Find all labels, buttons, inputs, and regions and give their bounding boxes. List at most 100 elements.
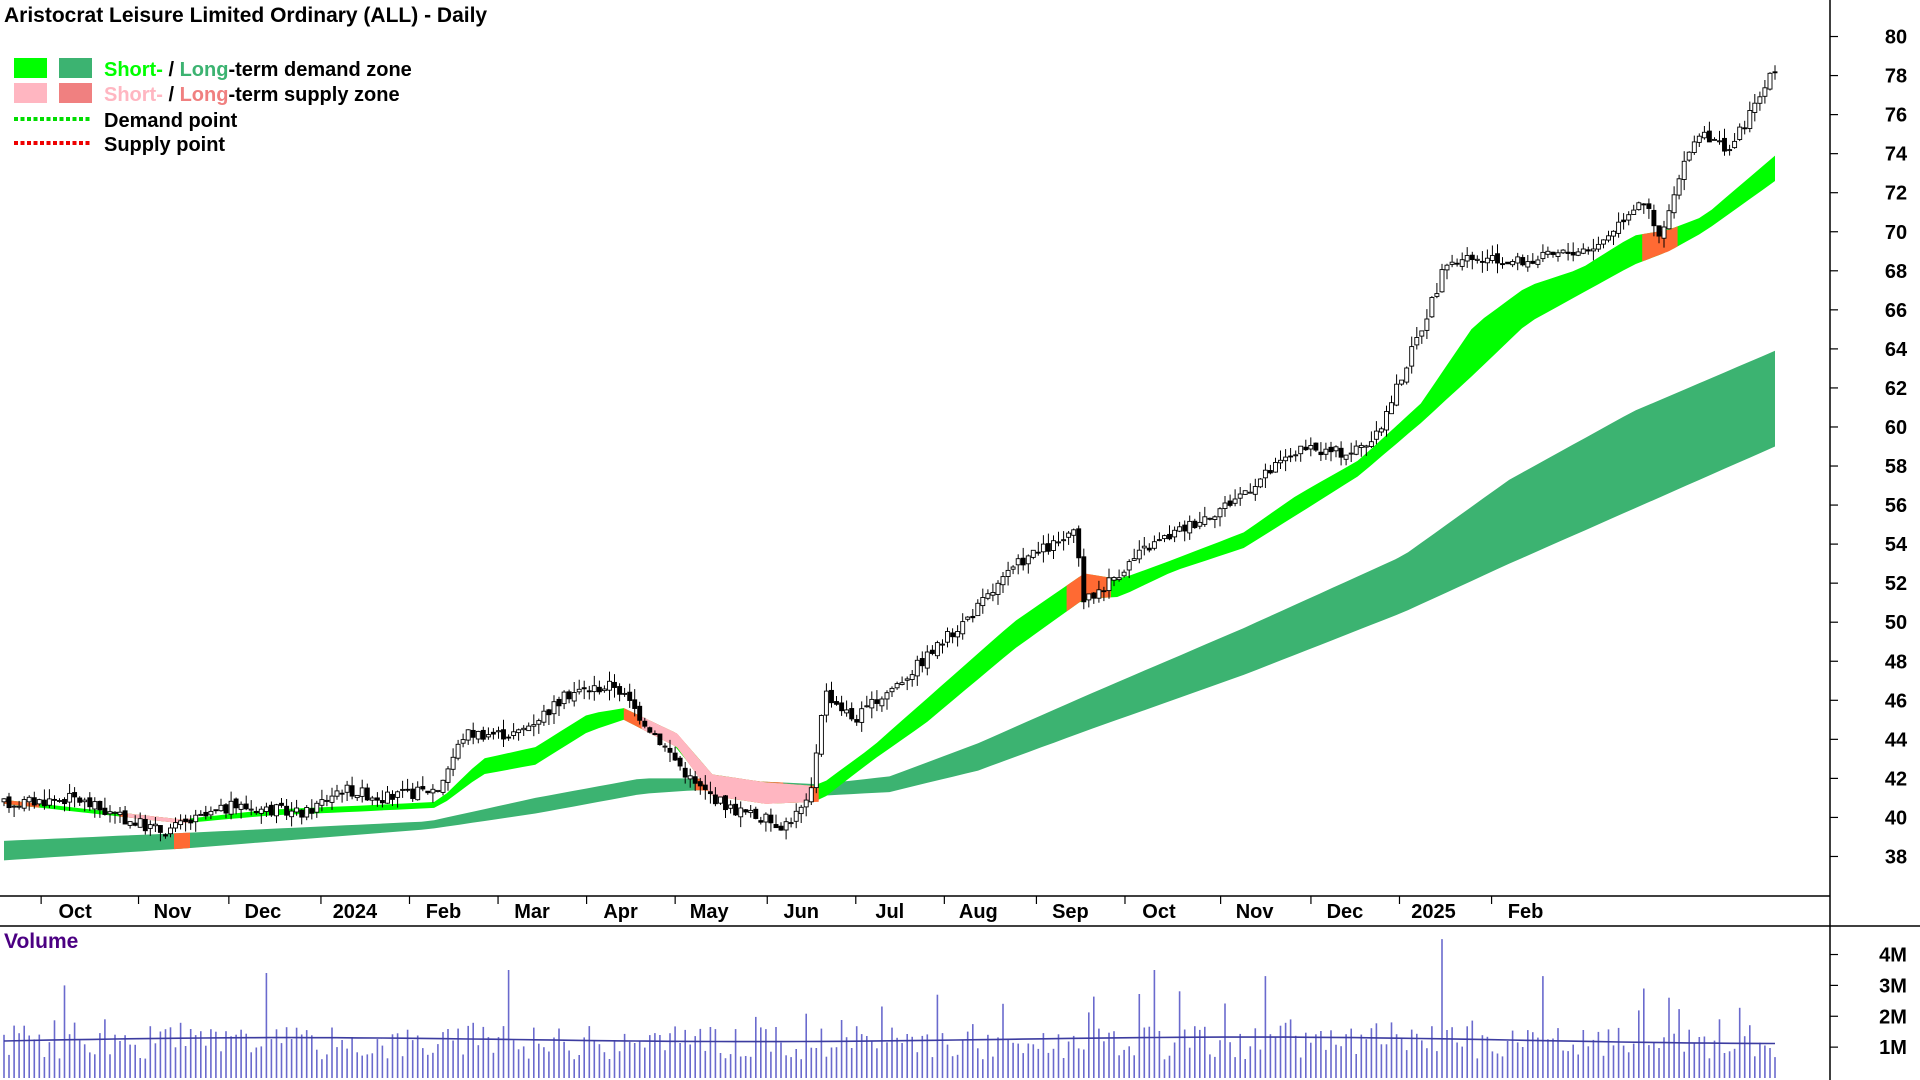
candle-body bbox=[319, 799, 325, 806]
candle-body bbox=[808, 787, 814, 803]
time-tick-label: 2024 bbox=[333, 901, 378, 923]
candle-body bbox=[117, 811, 123, 816]
candle bbox=[274, 803, 279, 824]
candle-body bbox=[1106, 577, 1112, 592]
candle bbox=[1712, 137, 1717, 141]
candle-body bbox=[899, 682, 905, 685]
candle bbox=[1061, 531, 1067, 551]
candle bbox=[869, 691, 875, 719]
candle bbox=[198, 810, 204, 816]
candle-body bbox=[718, 796, 723, 804]
candle bbox=[874, 690, 880, 712]
candle bbox=[687, 768, 693, 788]
candle bbox=[400, 780, 406, 798]
candle-body bbox=[642, 720, 648, 727]
candle bbox=[1535, 255, 1541, 269]
candle-body bbox=[687, 775, 693, 780]
candle bbox=[1202, 506, 1208, 527]
candle-body bbox=[334, 790, 340, 797]
time-tick-label: May bbox=[690, 901, 730, 923]
candle-body bbox=[430, 788, 436, 794]
candle-body bbox=[1449, 261, 1455, 265]
candle-body bbox=[1237, 493, 1243, 499]
candle-body bbox=[410, 788, 416, 799]
candle bbox=[1681, 151, 1687, 191]
candle bbox=[268, 801, 274, 817]
candle bbox=[1500, 257, 1505, 269]
legend-supply-zone: Short- / Long-term supply zone bbox=[104, 84, 400, 106]
candle-body bbox=[1601, 239, 1606, 245]
candle-body bbox=[480, 729, 486, 740]
candle bbox=[657, 733, 663, 746]
candle-body bbox=[440, 779, 446, 793]
time-tick-label: Sep bbox=[1052, 901, 1089, 923]
candle-body bbox=[1590, 248, 1596, 252]
candle bbox=[82, 797, 88, 812]
candle-body bbox=[1071, 529, 1077, 536]
candle bbox=[823, 683, 829, 723]
candle bbox=[173, 817, 178, 832]
legend-demand-short: Short- bbox=[104, 59, 163, 81]
candle bbox=[940, 639, 945, 654]
candle bbox=[919, 651, 925, 673]
candle bbox=[1333, 445, 1339, 458]
candle-body bbox=[1328, 446, 1334, 453]
candle-body bbox=[425, 790, 431, 794]
candle bbox=[203, 805, 209, 820]
candle-body bbox=[622, 692, 628, 695]
candle-body bbox=[238, 803, 244, 810]
candle-body bbox=[965, 616, 971, 620]
candle bbox=[440, 779, 446, 796]
legend-short-demand-swatch bbox=[14, 58, 47, 78]
candle-body bbox=[985, 593, 991, 599]
candle-body bbox=[834, 701, 839, 705]
time-tick-label: Dec bbox=[1327, 901, 1364, 923]
candle bbox=[1384, 405, 1389, 437]
candle bbox=[1666, 204, 1672, 230]
candle bbox=[485, 727, 491, 740]
candle-body bbox=[6, 796, 12, 809]
candle-body bbox=[1646, 203, 1652, 209]
candle bbox=[960, 613, 966, 640]
volume-tick-label: 2M bbox=[1879, 1006, 1907, 1028]
candle bbox=[1227, 494, 1233, 508]
candle bbox=[1207, 517, 1213, 521]
legend-demand-zone: Short- / Long-term demand zone bbox=[104, 59, 412, 81]
candle-body bbox=[26, 796, 32, 803]
candle bbox=[289, 802, 295, 827]
price-tick-label: 42 bbox=[1885, 768, 1907, 790]
candle-body bbox=[31, 797, 37, 806]
candle bbox=[299, 809, 305, 825]
candle bbox=[844, 700, 850, 717]
price-tick-label: 48 bbox=[1885, 651, 1907, 673]
candle bbox=[455, 739, 461, 761]
candle bbox=[501, 719, 506, 747]
short-term-supply-segment bbox=[1642, 226, 1678, 262]
candle bbox=[581, 680, 587, 700]
price-tick-label: 38 bbox=[1885, 846, 1907, 868]
candle-body bbox=[1469, 254, 1475, 261]
candle bbox=[662, 743, 668, 752]
price-tick-label: 50 bbox=[1885, 612, 1907, 634]
candle-body bbox=[1076, 528, 1082, 559]
candle-body bbox=[87, 797, 93, 808]
volume-axis: 1M 2M 3M 4M bbox=[1830, 945, 1907, 1059]
candle-body bbox=[208, 810, 214, 816]
candle-body bbox=[813, 752, 819, 789]
candle bbox=[263, 802, 269, 817]
candle-body bbox=[1712, 138, 1717, 141]
candle-body bbox=[1283, 456, 1289, 462]
candle-body bbox=[1474, 258, 1480, 261]
candle-body bbox=[1197, 521, 1203, 527]
candle-body bbox=[793, 810, 799, 822]
candle bbox=[1237, 487, 1243, 506]
candle bbox=[1343, 454, 1349, 466]
candle-body bbox=[1273, 462, 1278, 473]
candle-body bbox=[405, 788, 411, 791]
candle bbox=[778, 822, 784, 831]
candle bbox=[97, 800, 103, 818]
short-term-supply-segment bbox=[4, 799, 40, 808]
candle bbox=[1626, 211, 1632, 226]
candle bbox=[541, 704, 547, 726]
candle bbox=[1772, 65, 1778, 80]
